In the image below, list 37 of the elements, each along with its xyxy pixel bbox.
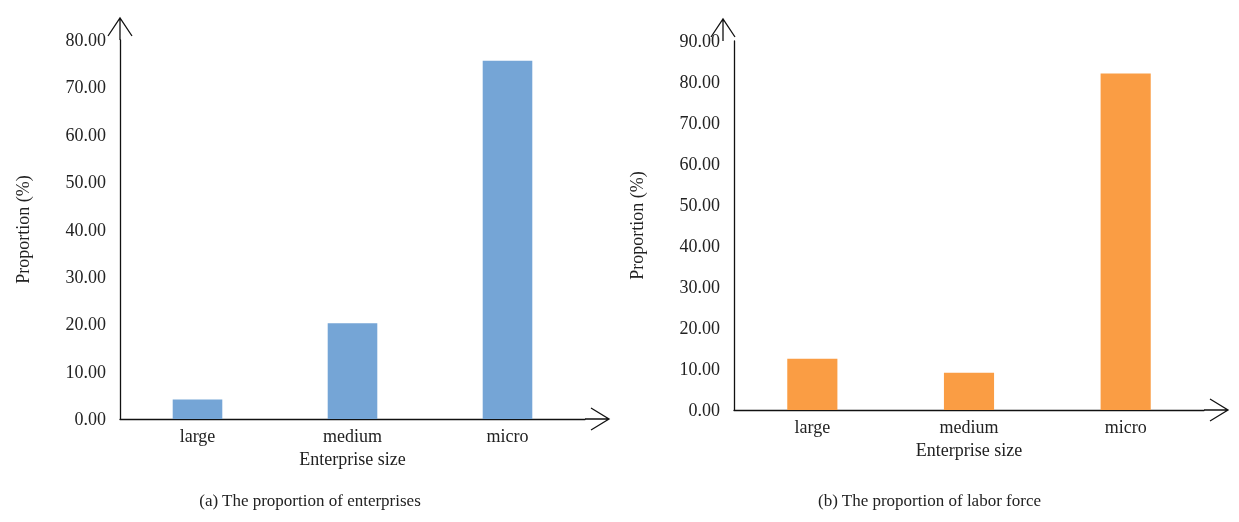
y-tick-label: 80.00 [679,72,720,92]
x-tick-label: micro [1104,417,1147,437]
bar [943,372,995,410]
x-axis-title: Enterprise size [915,439,1023,460]
text: (a) The proportion of enterprises [199,491,421,510]
x-tick-label: large [179,426,216,446]
y-tick-label: 70.00 [679,113,720,133]
x-tick-label: medium [939,417,999,437]
bar [1100,73,1151,410]
bar [327,323,378,419]
x-tick-label: micro [486,426,529,446]
x-tick-label: medium [323,426,382,446]
y-tick-label: 20.00 [679,318,720,338]
y-tick-label: 10.00 [65,361,106,382]
y-tick-label: 90.00 [679,31,720,51]
y-tick-label: 60.00 [65,124,106,145]
y-tick-label: 10.00 [679,359,720,379]
y-tick-label: 60.00 [679,154,720,174]
y-tick-label: 80.00 [65,30,106,50]
text: (b) The proportion of labor force [818,491,1041,510]
y-axis-title: Proportion (%) [627,171,648,280]
y-tick-label: 50.00 [65,172,106,193]
x-tick-label: large [794,417,831,437]
y-tick-label: 30.00 [679,277,720,297]
y-tick-label: 40.00 [65,219,106,240]
y-tick-label: 50.00 [679,195,720,215]
y-tick-label: 0.00 [74,409,106,429]
bar [172,399,223,419]
y-tick-label: 20.00 [65,314,106,335]
y-tick-label: 40.00 [679,236,720,256]
y-axis-title: Proportion (%) [13,175,34,284]
y-tick-label: 70.00 [65,77,106,98]
y-tick-label: 0.00 [688,400,720,420]
bar [482,60,533,419]
x-axis-title: Enterprise size [299,448,406,469]
bar [787,358,838,410]
y-tick-label: 30.00 [65,266,106,287]
